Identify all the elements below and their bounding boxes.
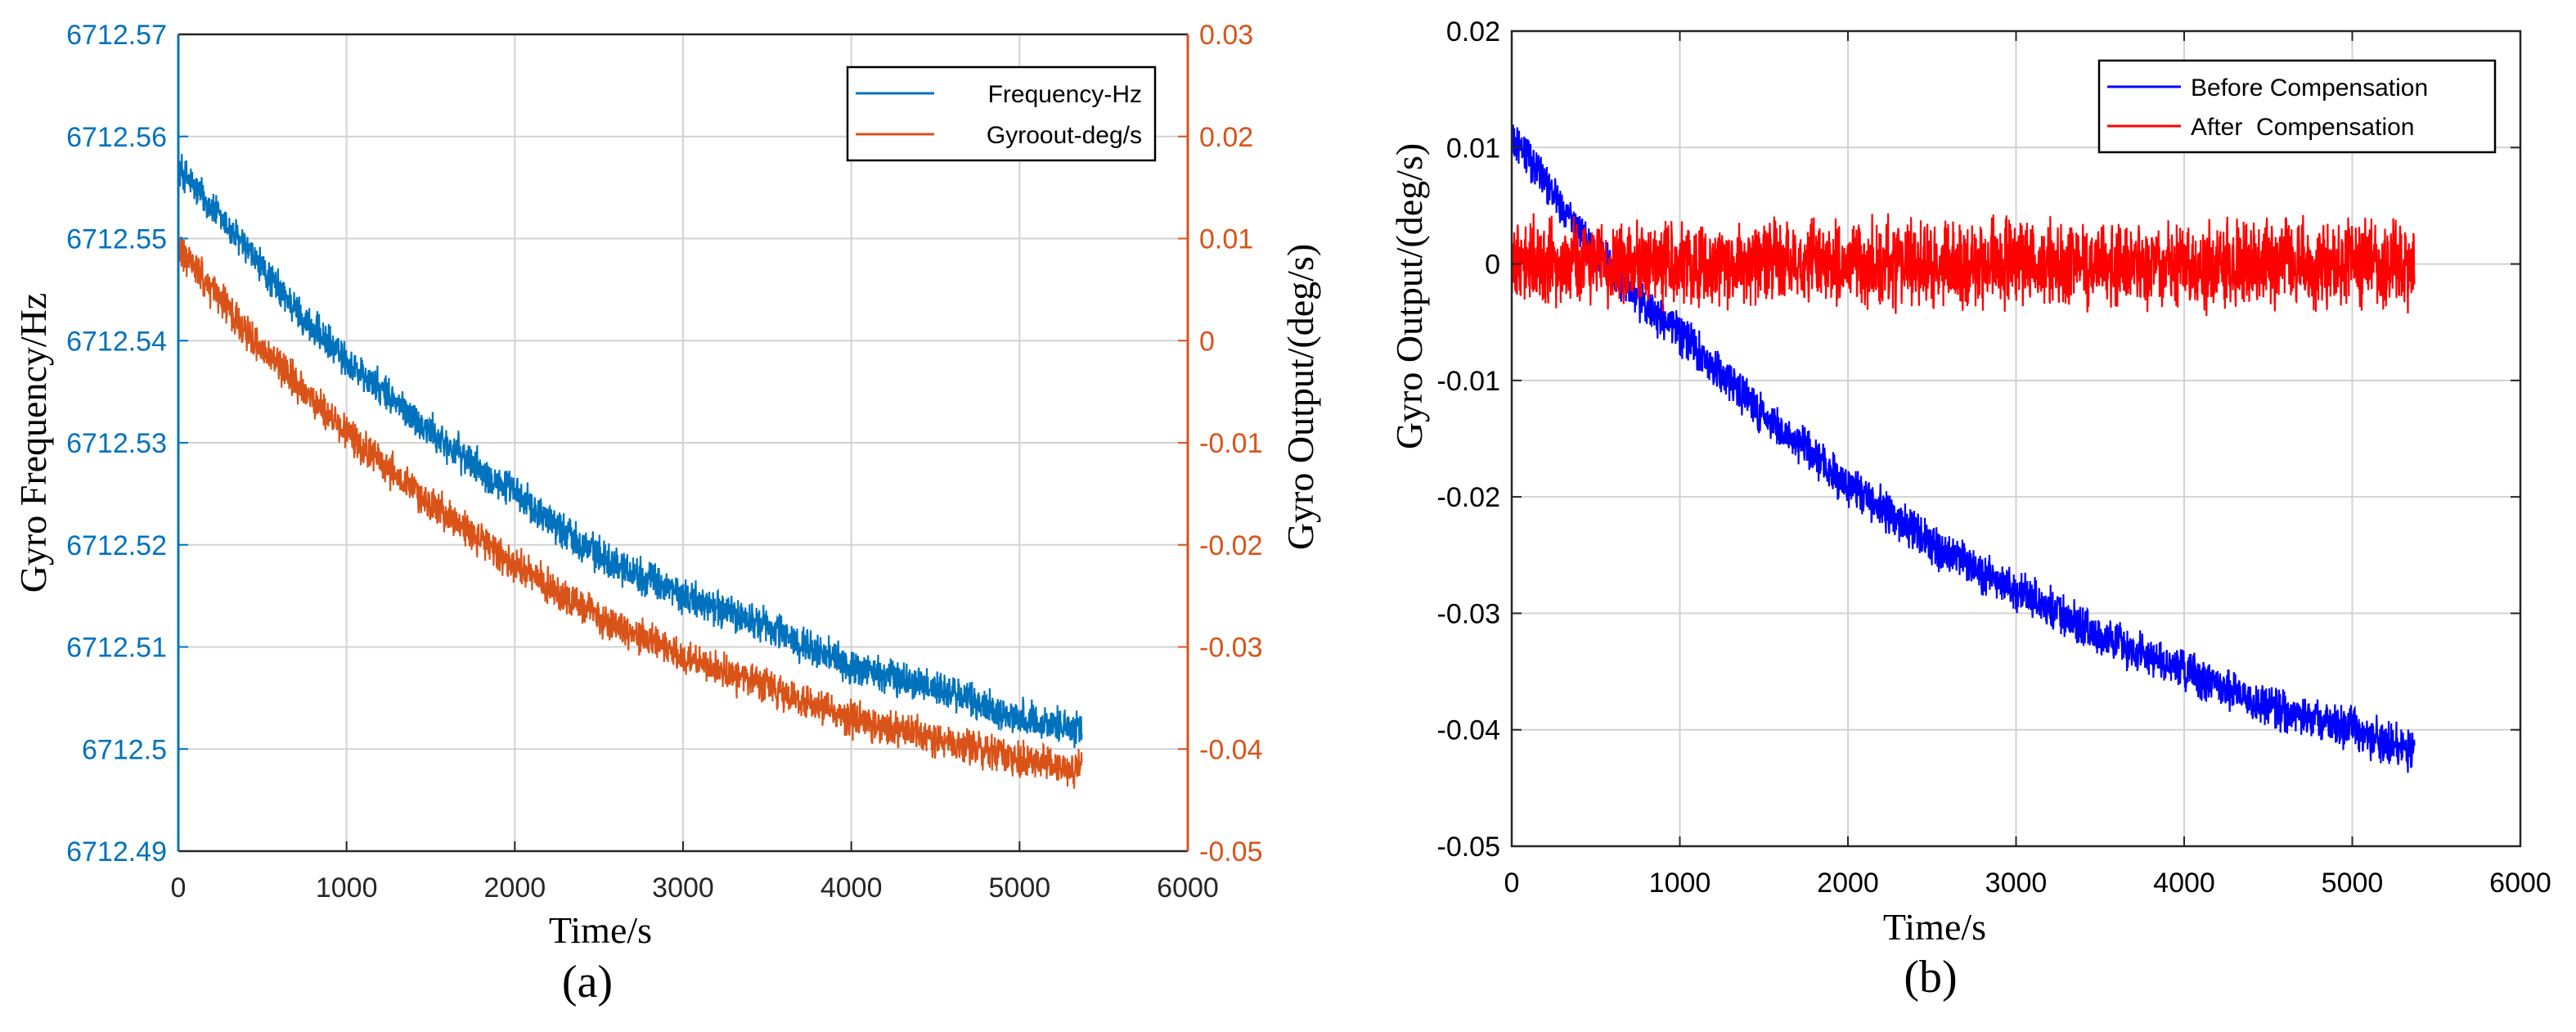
y-tick-label-left: 6712.53 (66, 428, 167, 459)
y-tick-label-left: 6712.51 (66, 633, 167, 664)
x-tick-label: 4000 (2153, 868, 2215, 899)
legend-label: Before Compensation (2191, 74, 2428, 101)
panel-a-label: (a) (562, 957, 613, 1007)
y-tick-label-right: -0.01 (1199, 428, 1263, 459)
legend-label: After Compensation (2191, 114, 2414, 141)
x-tick-label: 6000 (2489, 868, 2551, 899)
axes-a: 0 1000 2000 3000 4000 5000 6000 6712.57 6712.56 6… (66, 20, 1262, 904)
legend-label: Gyroout-deg/s (987, 122, 1142, 149)
y-tick-label: -0.05 (1437, 831, 1501, 863)
y-tick-label-left: 6712.57 (66, 20, 167, 51)
y-tick-label: 0 (1485, 250, 1500, 281)
x-tick-label: 0 (171, 872, 187, 904)
grid-a (178, 34, 1188, 851)
series-group-b (1510, 124, 2416, 773)
y-tick-label-right: -0.03 (1199, 633, 1263, 664)
y-tick-label-right: 0.02 (1199, 122, 1253, 153)
x-tick-label: 6000 (1157, 872, 1219, 904)
x-tick-label: 2000 (484, 872, 546, 904)
y-tick-label-left: 6712.56 (66, 122, 167, 153)
y-tick-label-right: -0.05 (1199, 836, 1263, 868)
y-tick-label-right: 0.03 (1199, 20, 1253, 51)
y-tick-label: 0.02 (1446, 16, 1500, 47)
x-tick-label: 1000 (316, 872, 378, 904)
x-tick-label: 5000 (989, 872, 1051, 904)
y-tick-label: 0.01 (1446, 133, 1500, 164)
series-line-after-compensation (1510, 213, 2416, 317)
legend-label: Frequency-Hz (988, 81, 1142, 108)
y-tick-label-right: 0 (1199, 326, 1215, 357)
y-tick-label-left: 6712.5 (82, 734, 167, 765)
series-line-frequency-hz (177, 154, 1083, 749)
axes-box (1510, 29, 2522, 848)
x-tick-label: 2000 (1817, 868, 1879, 899)
axes-b: 0 1000 2000 3000 4000 5000 6000 0.02 0.01 0 -0.01 -… (1437, 16, 2551, 899)
y-tick-label-left: 6712.54 (66, 326, 167, 357)
y-tick-label-right: -0.02 (1199, 530, 1263, 561)
y-tick-label-left: 6712.55 (66, 224, 167, 255)
panel-a-ylabel-right: Gyro Output/(deg/s) (1279, 244, 1321, 550)
y-tick-label: -0.04 (1437, 715, 1501, 746)
series-line-before-compensation (1510, 124, 2416, 773)
panel-a-xlabel: Time/s (549, 909, 652, 951)
panel-b-xlabel: Time/s (1883, 906, 1986, 948)
y-tick-label-right: -0.04 (1199, 734, 1263, 765)
panel-b-label: (b) (1904, 952, 1957, 1003)
chart-panel-a: 0 1000 2000 3000 4000 5000 6000 6712.57 6712.56 6… (12, 20, 1321, 1007)
legend-a: Frequency-Hz Gyroout-deg/s (846, 65, 1157, 162)
y-tick-label: -0.01 (1437, 366, 1501, 397)
panel-a-ylabel-left: Gyro Frequency/Hz (12, 293, 54, 593)
x-tick-label: 5000 (2322, 868, 2384, 899)
x-tick-label: 4000 (820, 872, 883, 904)
y-tick-label-left: 6712.52 (66, 530, 167, 561)
y-tick-label: -0.02 (1437, 482, 1501, 513)
panel-b-ylabel: Gyro Output/(deg/s) (1388, 143, 1430, 449)
x-tick-label: 1000 (1649, 868, 1711, 899)
x-tick-label: 0 (1504, 868, 1520, 899)
chart-panel-b: 0 1000 2000 3000 4000 5000 6000 0.02 0.01 0 -0.01 -… (1388, 16, 2551, 1003)
legend-b: Before Compensation After Compensation (2097, 59, 2497, 154)
legend-box (846, 65, 1157, 162)
y-tick-label-left: 6712.49 (66, 836, 167, 868)
x-tick-label: 3000 (1985, 868, 2048, 899)
legend-box (2097, 59, 2497, 154)
x-tick-label: 3000 (652, 872, 714, 904)
series-group-a (177, 154, 1083, 789)
series-line-gyroout-deg-s (177, 236, 1083, 789)
y-tick-label-right: 0.01 (1199, 224, 1253, 255)
y-tick-label: -0.03 (1437, 598, 1501, 629)
